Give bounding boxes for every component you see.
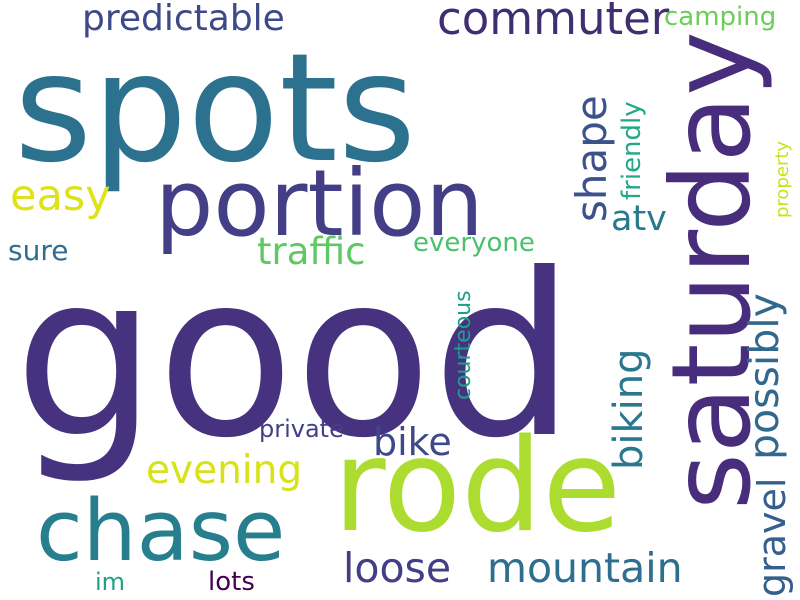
word-lots: lots [208, 567, 255, 597]
word-traffic: traffic [257, 230, 366, 273]
word-rode: rode [333, 412, 621, 561]
word-predictable: predictable [82, 0, 285, 39]
word-spots: spots [14, 22, 416, 196]
word-mountain: mountain [487, 544, 683, 592]
word-easy: easy [10, 171, 111, 221]
word-bike: bike [373, 420, 452, 464]
word-loose: loose [343, 544, 451, 592]
word-private: private [259, 415, 344, 443]
word-courteous: courteous [451, 290, 476, 400]
word-friendly: friendly [617, 101, 647, 200]
word-portion: portion [155, 150, 484, 257]
word-property: property [772, 141, 793, 218]
word-saturday: saturday [648, 31, 775, 510]
word-evening: evening [146, 448, 302, 493]
word-commuter: commuter [437, 0, 670, 45]
word-possibly: possibly [740, 293, 788, 460]
word-biking: biking [606, 348, 652, 470]
word-gravel: gravel [750, 478, 794, 597]
word-chase: chase [36, 482, 285, 581]
word-camping: camping [664, 2, 776, 32]
word-im: im [95, 568, 125, 596]
word-shape: shape [567, 95, 616, 222]
word-everyone: everyone [413, 228, 535, 258]
word-sure: sure [8, 234, 68, 267]
word-good: good [14, 226, 575, 488]
word-atv: atv [611, 199, 667, 239]
